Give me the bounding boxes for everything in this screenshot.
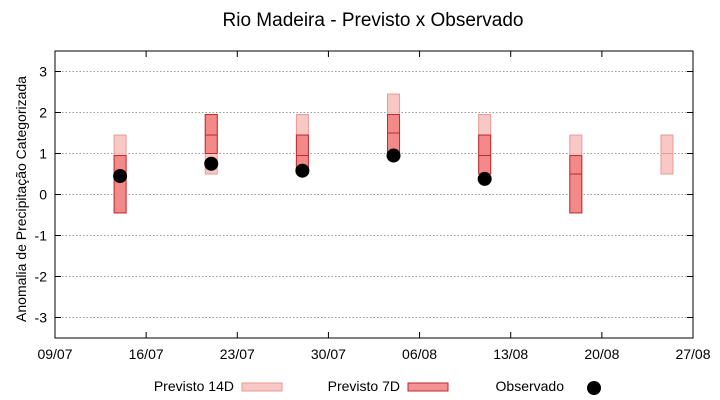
chart-title: Rio Madeira - Previsto x Observado: [223, 10, 524, 31]
x-tick-label: 20/08: [584, 346, 619, 362]
bar-previsto-14d: [660, 134, 674, 175]
legend-label-previsto-7d: Previsto 7D: [328, 378, 400, 394]
legend: Previsto 14D Previsto 7D Observado: [154, 378, 601, 395]
y-tick-label: 3: [39, 64, 47, 80]
legend-label-previsto-14d: Previsto 14D: [154, 378, 234, 394]
point-observado: [295, 163, 310, 178]
bar-previsto-7d: [113, 155, 127, 214]
bar-previsto-7d: [569, 155, 583, 214]
plot-frame: [54, 50, 694, 339]
y-tick-label: -1: [35, 228, 48, 244]
point-observado: [113, 169, 128, 184]
point-observado: [204, 156, 219, 171]
x-tick-label: 09/07: [37, 346, 72, 362]
series-previsto-7d: [113, 114, 583, 214]
x-axis-ticks: 09/07 16/07 23/07 30/07 06/08 13/08 20/08 27/08: [37, 51, 711, 362]
x-tick-label: 16/07: [129, 346, 164, 362]
legend-label-observado: Observado: [496, 378, 565, 394]
y-axis-label: Anomalia de Precipitação Categorizada: [13, 76, 29, 322]
legend-swatch-previsto-7d: [407, 382, 449, 392]
legend-swatch-previsto-14d: [241, 382, 283, 392]
y-tick-label: 1: [39, 146, 47, 162]
bar-previsto-7d: [478, 134, 492, 175]
x-tick-label: 06/08: [402, 346, 437, 362]
legend-marker-observado: [587, 381, 601, 395]
point-observado: [477, 171, 492, 186]
x-tick-label: 13/08: [493, 346, 528, 362]
point-observado: [386, 148, 401, 163]
bar-previsto-7d: [387, 114, 401, 155]
y-tick-label: 2: [39, 105, 47, 121]
bar-previsto-7d: [204, 114, 218, 155]
x-tick-label: 23/07: [220, 346, 255, 362]
y-tick-label: -3: [35, 310, 48, 326]
gridlines: [55, 71, 693, 318]
series-observado: [113, 148, 492, 186]
x-tick-label: 27/08: [675, 346, 710, 362]
x-tick-label: 30/07: [311, 346, 346, 362]
y-axis-ticks: -3 -2 -1 0 1 2 3: [35, 64, 693, 326]
y-tick-label: -2: [35, 269, 48, 285]
y-tick-label: 0: [39, 187, 47, 203]
